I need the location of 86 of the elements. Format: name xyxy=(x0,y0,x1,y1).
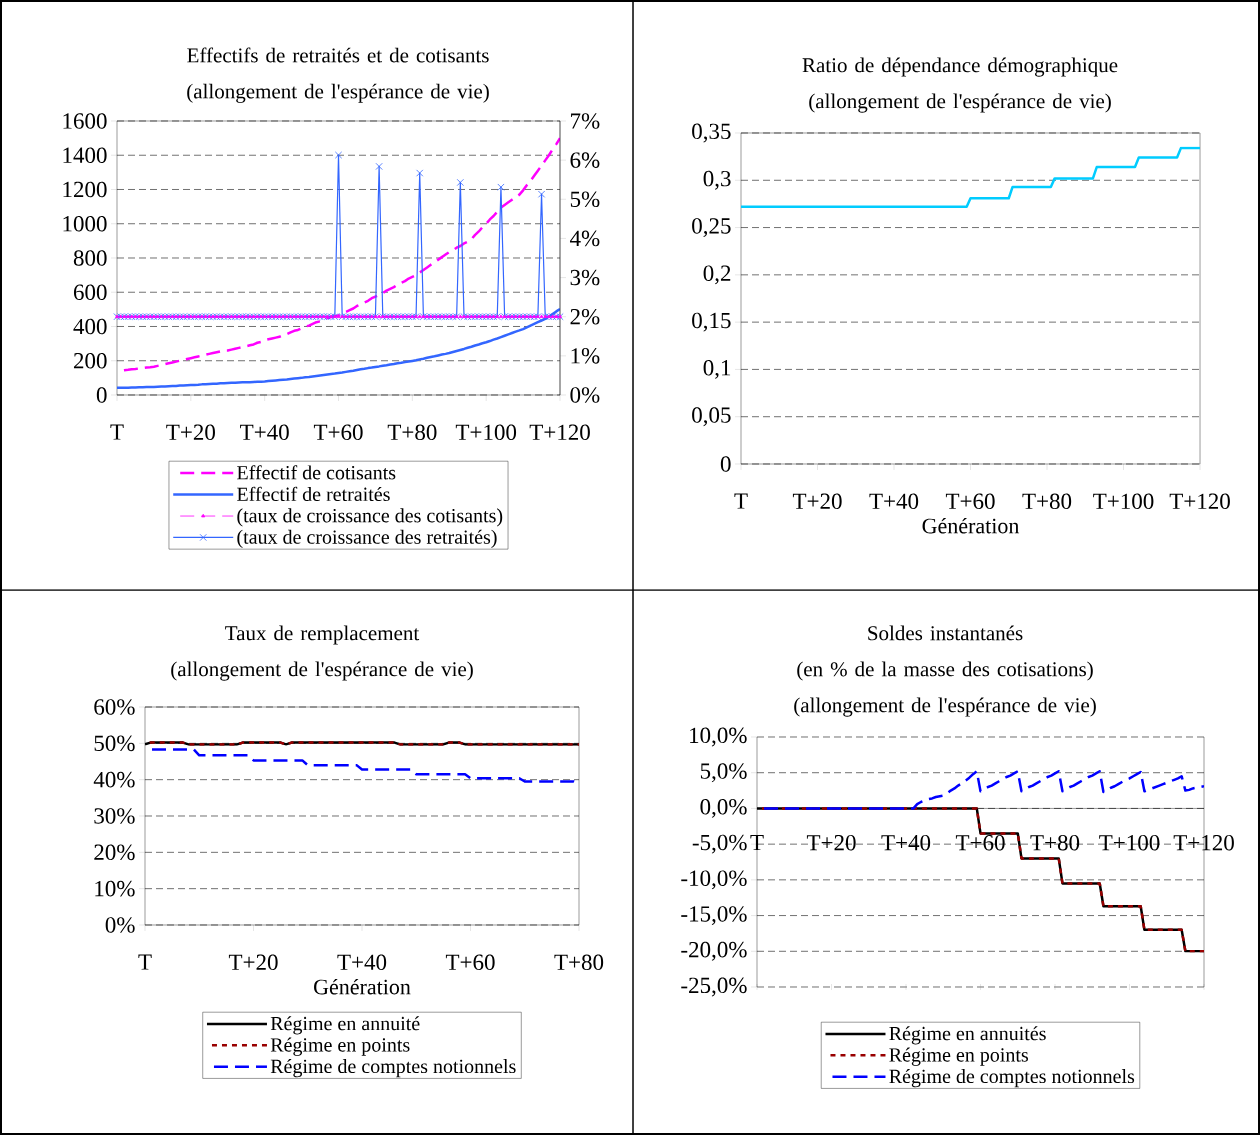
y-tick-label: -5,0% xyxy=(692,834,747,854)
y-tick-label: -20,0% xyxy=(681,941,747,961)
x-tick-label: T+40 xyxy=(869,493,919,510)
x-tick-label: T+40 xyxy=(337,954,387,971)
y-tick-label: 40% xyxy=(93,771,135,788)
chart-subtitle: (en % de la masse des cotisations) (allongement de l'espérance de vie) xyxy=(794,661,1096,717)
y-tick-label: 0,0% xyxy=(700,799,747,818)
x-tick-label: T+120 xyxy=(529,424,590,441)
x-tick-label: T xyxy=(110,424,124,440)
x-tick-label: T+60 xyxy=(945,493,995,510)
chart-title: Soldes instantanés xyxy=(868,625,1023,641)
x-tick-label: T+120 xyxy=(1169,493,1230,510)
legend-label: (taux de croissance des cotisants) xyxy=(237,508,503,527)
y-tick-label: 0 xyxy=(720,456,731,472)
y2-tick-label: 7% xyxy=(571,113,600,129)
x-tick-label: T+60 xyxy=(955,834,1005,851)
x-tick-label: T xyxy=(750,834,764,851)
y2-tick-label: 0% xyxy=(570,387,600,403)
y-tick-label: -25,0% xyxy=(681,977,747,997)
x-tick-label: T+20 xyxy=(792,493,842,510)
chart-subtitle: (allongement de l'espérance de vie) xyxy=(171,661,473,681)
chart-title: Taux de remplacement xyxy=(225,625,420,645)
x-tick-label: T+20 xyxy=(228,954,278,971)
y-tick-label: 60% xyxy=(94,699,135,715)
y-tick-label: -10,0% xyxy=(681,870,747,890)
y-tick-label: 0,3 xyxy=(703,170,731,190)
y-tick-label: -15,0% xyxy=(681,906,747,925)
x-tick-label: T+120 xyxy=(1173,834,1234,851)
legend-label: Régime en annuité xyxy=(270,1016,420,1035)
y-tick-label: 0,1 xyxy=(703,359,731,379)
chart-subtitle: (allongement de l'espérance de vie) xyxy=(809,93,1111,113)
x-tick-label: T+60 xyxy=(313,424,363,441)
legend-label: Régime en points xyxy=(889,1047,1029,1066)
legend-label: Effectif de retraités xyxy=(237,486,390,502)
y-tick-label: 0 xyxy=(96,387,107,403)
y-tick-label: 1600 xyxy=(63,113,107,129)
chart-subtitle: (allongement de l'espérance de vie) xyxy=(187,83,489,103)
x-axis-title: Génération xyxy=(314,978,411,995)
y-tick-label: 10% xyxy=(95,880,135,897)
legend-label: Régime en points xyxy=(270,1037,410,1056)
x-tick-label: T+80 xyxy=(387,424,437,441)
y-tick-label: 0,25 xyxy=(692,218,731,237)
y2-tick-label: 4% xyxy=(570,230,600,247)
x-tick-label: T+20 xyxy=(806,834,856,851)
chart-title: Effectifs de retraités et de cotisants xyxy=(187,47,489,63)
legend-label: (taux de croissance des retraités) xyxy=(237,529,497,548)
legend-label: Régime de comptes notionnels xyxy=(889,1069,1135,1088)
x-tick-label: T+100 xyxy=(455,424,517,441)
y-tick-label: 0% xyxy=(105,917,135,933)
x-tick-label: T+40 xyxy=(240,424,289,441)
x-tick-label: T+80 xyxy=(554,954,604,971)
x-tick-label: T+100 xyxy=(1093,493,1154,510)
x-tick-label: T+20 xyxy=(166,424,215,441)
y2-tick-label: 1% xyxy=(571,348,600,364)
y-tick-label: 1200 xyxy=(63,181,107,198)
y-tick-label: 0,35 xyxy=(692,123,731,143)
y-tick-label: 10,0% xyxy=(690,727,747,747)
x-tick-label: T+40 xyxy=(881,834,931,851)
legend-label: Effectif de cotisants xyxy=(237,465,396,480)
y-tick-label: 200 xyxy=(73,352,107,369)
x-tick-label: T+100 xyxy=(1099,834,1160,851)
y-tick-label: 0,2 xyxy=(703,265,731,285)
y-tick-label: 30% xyxy=(94,808,135,824)
y-tick-label: 0,15 xyxy=(692,312,731,332)
x-axis-title: Génération xyxy=(922,517,1020,534)
y-tick-label: 400 xyxy=(73,318,107,335)
y2-tick-label: 6% xyxy=(570,152,600,168)
x-tick-label: T xyxy=(734,493,748,509)
y-tick-label: 1000 xyxy=(63,215,107,232)
y2-tick-label: 3% xyxy=(570,269,600,286)
y-tick-label: 800 xyxy=(73,250,107,266)
x-tick-label: T+60 xyxy=(445,954,495,971)
x-tick-label: T+80 xyxy=(1022,493,1072,510)
y2-tick-label: 5% xyxy=(570,191,600,208)
y-tick-label: 0,05 xyxy=(692,407,731,427)
x-tick-label: T xyxy=(138,954,152,970)
legend-label: Régime en annuités xyxy=(889,1026,1046,1045)
y-tick-label: 5,0% xyxy=(700,763,747,783)
y-tick-label: 50% xyxy=(94,735,135,752)
y-tick-label: 1400 xyxy=(63,147,107,163)
y-tick-label: 600 xyxy=(73,284,107,300)
chart-title: Ratio de dépendance démographique xyxy=(802,57,1118,77)
legend-label: Régime de comptes notionnels xyxy=(270,1059,516,1078)
y2-tick-label: 2% xyxy=(570,308,600,325)
x-tick-label: T+80 xyxy=(1030,834,1080,851)
y-tick-label: 20% xyxy=(94,844,135,861)
